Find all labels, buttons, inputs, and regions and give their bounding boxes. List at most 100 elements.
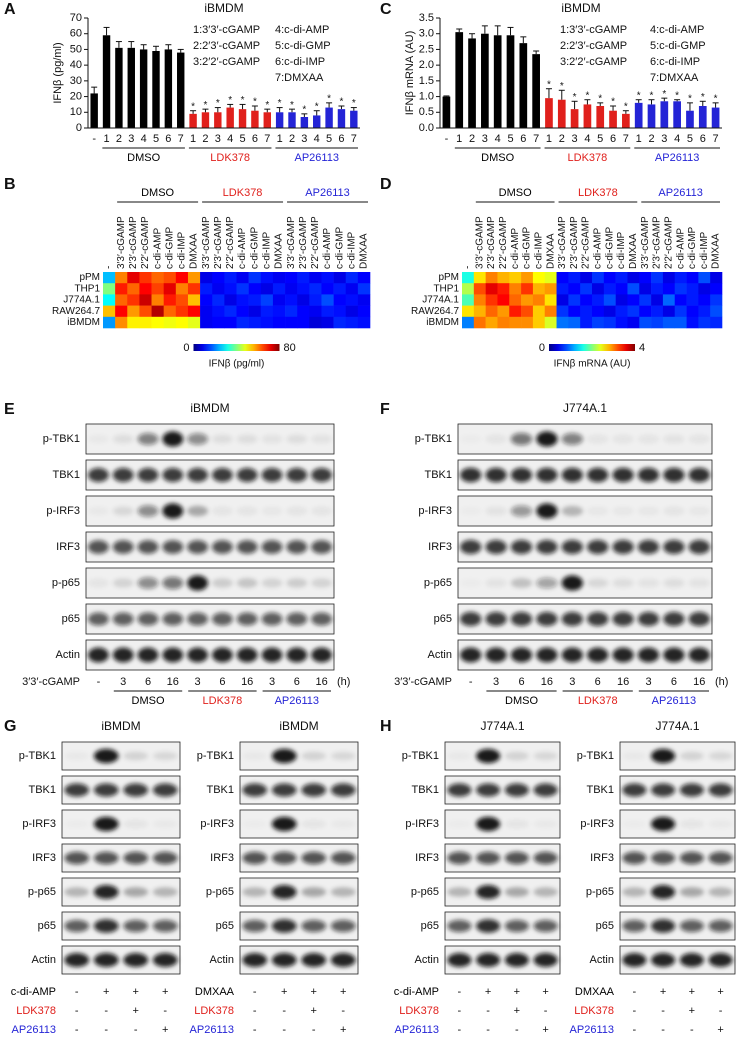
band (162, 540, 184, 554)
band (123, 953, 149, 967)
x-tick-label: 2 (648, 133, 654, 145)
heatmap-cell (236, 294, 249, 306)
band (162, 612, 184, 626)
heatmap-cell (544, 283, 557, 295)
column-label: 2′3′-cGAMP (298, 216, 309, 269)
heatmap-cell (651, 272, 664, 284)
heatmap-cell (473, 272, 486, 284)
band (123, 887, 149, 897)
column-label: 2′2′-cGAMP (663, 216, 674, 269)
heatmap-cell (627, 272, 640, 284)
column-label: c-di-GMP (334, 226, 345, 269)
band (485, 539, 507, 555)
heatmap-cell (333, 305, 347, 318)
bar (647, 104, 656, 128)
row-label: p-TBK1 (415, 433, 452, 445)
band (485, 506, 507, 516)
band (688, 434, 710, 444)
row-label: p65 (596, 920, 614, 932)
row-label: p-TBK1 (19, 750, 56, 762)
band (236, 540, 258, 554)
heatmap-cell (236, 316, 249, 329)
band (112, 578, 134, 588)
band (447, 783, 472, 797)
band (504, 953, 529, 967)
x-tick-label: 1 (277, 133, 283, 145)
band (561, 539, 583, 555)
heatmap-cell (662, 283, 676, 295)
x-tick-label: 6 (610, 133, 616, 145)
band (536, 611, 558, 627)
lane-label: 3 (269, 676, 275, 688)
heatmap-cell (224, 294, 237, 306)
condition-sign: - (661, 1005, 665, 1017)
row-label: J774A.1 (422, 295, 459, 306)
significance-mark: * (637, 90, 641, 101)
column-label: c-di-IMP (346, 231, 357, 269)
heatmap-cell (139, 272, 152, 284)
condition-sign: - (104, 1024, 108, 1036)
lane-label: 6 (595, 676, 601, 688)
y-tick-label: 2.5 (419, 43, 434, 55)
heatmap-cell (357, 294, 371, 306)
heatmap-cell (710, 283, 723, 295)
heatmap-cell (260, 316, 274, 329)
heatmap-cell (187, 272, 201, 284)
band (242, 851, 268, 865)
row-label: TBK1 (52, 469, 80, 481)
y-tick-label: 3.5 (419, 12, 434, 24)
x-tick-label: 4 (584, 133, 590, 145)
x-tick-label: 6 (252, 133, 258, 145)
significance-mark: * (204, 100, 208, 111)
lane-label: 6 (294, 676, 300, 688)
row-label: TBK1 (28, 784, 56, 796)
bar (90, 93, 98, 128)
heatmap-cell (639, 272, 652, 284)
x-tick-label: 5 (507, 133, 513, 145)
row-label: RAW264.7 (411, 306, 459, 317)
band (93, 919, 119, 933)
significance-mark: * (585, 90, 589, 101)
x-tick-label: 1 (456, 133, 462, 145)
column-label: 3′3′-cGAMP (286, 216, 297, 269)
heatmap-cell (175, 272, 189, 284)
significance-mark: * (611, 97, 615, 108)
heatmap-cell (127, 272, 140, 284)
bar (214, 112, 222, 128)
bar (263, 112, 271, 128)
band (301, 819, 327, 829)
band (447, 851, 472, 865)
heatmap-cell (248, 294, 262, 306)
heatmap-cell (698, 272, 711, 284)
column-label: 3′3′-cGAMP (474, 216, 485, 269)
heatmap-cell (357, 316, 371, 329)
condition-label: AP26113 (12, 1024, 56, 1036)
x-tick-label: 5 (326, 133, 332, 145)
band (271, 919, 297, 933)
band (536, 431, 558, 447)
heatmap-cell (212, 272, 225, 284)
band (561, 647, 583, 663)
band (587, 467, 609, 483)
heatmap-cell (592, 283, 605, 295)
heatmap-cell (556, 316, 569, 329)
band (447, 919, 472, 933)
band (137, 612, 159, 626)
band (622, 851, 647, 865)
heatmap-cell (127, 283, 140, 295)
heatmap-cell (556, 305, 569, 318)
band (152, 887, 178, 897)
band (87, 540, 109, 554)
band (637, 467, 660, 483)
bar (325, 107, 333, 128)
band (447, 752, 471, 760)
band (301, 919, 327, 933)
band (261, 612, 283, 626)
band (637, 611, 660, 627)
x-tick-label: 6 (165, 133, 171, 145)
band (261, 467, 283, 483)
group-label: LDK378 (578, 187, 618, 199)
heatmap-cell (200, 316, 213, 329)
band (301, 887, 327, 897)
heatmap-cell (544, 316, 557, 329)
